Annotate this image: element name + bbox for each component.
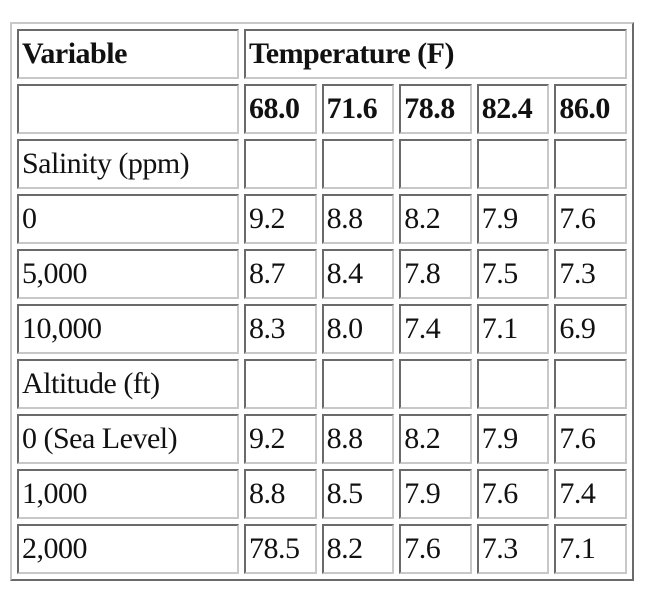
value-cell: 7.6 [554, 194, 627, 244]
value-cell: 7.6 [399, 524, 472, 574]
header-row: Variable Temperature (F) [17, 29, 627, 79]
value-cell: 7.6 [476, 469, 550, 519]
empty-cell [17, 84, 239, 134]
row-label: 0 (Sea Level) [17, 414, 239, 464]
temperature-row: 68.0 71.6 78.8 82.4 86.0 [17, 84, 627, 134]
value-cell: 8.2 [399, 414, 472, 464]
value-cell: 8.8 [244, 469, 317, 519]
empty-cell [321, 359, 395, 409]
value-cell: 78.5 [244, 524, 317, 574]
value-cell: 8.5 [321, 469, 395, 519]
empty-cell [476, 359, 550, 409]
row-label: 2,000 [17, 524, 239, 574]
row-label: 0 [17, 194, 239, 244]
empty-cell [321, 139, 395, 189]
value-cell: 8.2 [399, 194, 472, 244]
value-cell: 7.4 [399, 304, 472, 354]
empty-cell [244, 359, 317, 409]
value-cell: 8.8 [321, 414, 395, 464]
empty-cell [399, 359, 472, 409]
value-cell: 7.6 [554, 414, 627, 464]
table-wrap: Variable Temperature (F) 68.0 71.6 78.8 82.… [10, 22, 634, 581]
section-label: Salinity (ppm) [17, 139, 239, 189]
temperature-cell: 86.0 [554, 84, 627, 134]
value-cell: 8.0 [321, 304, 395, 354]
section-row: Altitude (ft) [17, 359, 627, 409]
temperature-cell: 78.8 [399, 84, 472, 134]
empty-cell [244, 139, 317, 189]
value-cell: 7.1 [476, 304, 550, 354]
header-cell: Variable [17, 29, 239, 79]
temperature-cell: 82.4 [476, 84, 550, 134]
section-label: Altitude (ft) [17, 359, 239, 409]
value-cell: 7.3 [476, 524, 550, 574]
data-row: 5,000 8.7 8.4 7.8 7.5 7.3 [17, 249, 627, 299]
value-cell: 7.8 [399, 249, 472, 299]
table-body: Variable Temperature (F) 68.0 71.6 78.8 82.… [17, 29, 627, 574]
value-cell: 7.4 [554, 469, 627, 519]
value-cell: 9.2 [244, 414, 317, 464]
value-cell: 8.7 [244, 249, 317, 299]
data-table: Variable Temperature (F) 68.0 71.6 78.8 82.… [10, 22, 634, 581]
value-cell: 6.9 [554, 304, 627, 354]
data-row: 0 9.2 8.8 8.2 7.9 7.6 [17, 194, 627, 244]
value-cell: 9.2 [244, 194, 317, 244]
value-cell: 7.9 [399, 469, 472, 519]
section-row: Salinity (ppm) [17, 139, 627, 189]
data-row: 1,000 8.8 8.5 7.9 7.6 7.4 [17, 469, 627, 519]
empty-cell [399, 139, 472, 189]
value-cell: 7.9 [476, 194, 550, 244]
temperature-cell: 68.0 [244, 84, 317, 134]
value-cell: 7.3 [554, 249, 627, 299]
value-cell: 7.1 [554, 524, 627, 574]
value-cell: 8.8 [321, 194, 395, 244]
data-row: 2,000 78.5 8.2 7.6 7.3 7.1 [17, 524, 627, 574]
row-label: 5,000 [17, 249, 239, 299]
data-row: 0 (Sea Level) 9.2 8.8 8.2 7.9 7.6 [17, 414, 627, 464]
value-cell: 8.2 [321, 524, 395, 574]
empty-cell [476, 139, 550, 189]
data-row: 10,000 8.3 8.0 7.4 7.1 6.9 [17, 304, 627, 354]
row-label: 1,000 [17, 469, 239, 519]
row-label: 10,000 [17, 304, 239, 354]
empty-cell [554, 139, 627, 189]
value-cell: 8.4 [321, 249, 395, 299]
value-cell: 7.5 [476, 249, 550, 299]
header-cell: Temperature (F) [244, 29, 627, 79]
value-cell: 8.3 [244, 304, 317, 354]
value-cell: 7.9 [476, 414, 550, 464]
temperature-cell: 71.6 [321, 84, 395, 134]
empty-cell [554, 359, 627, 409]
